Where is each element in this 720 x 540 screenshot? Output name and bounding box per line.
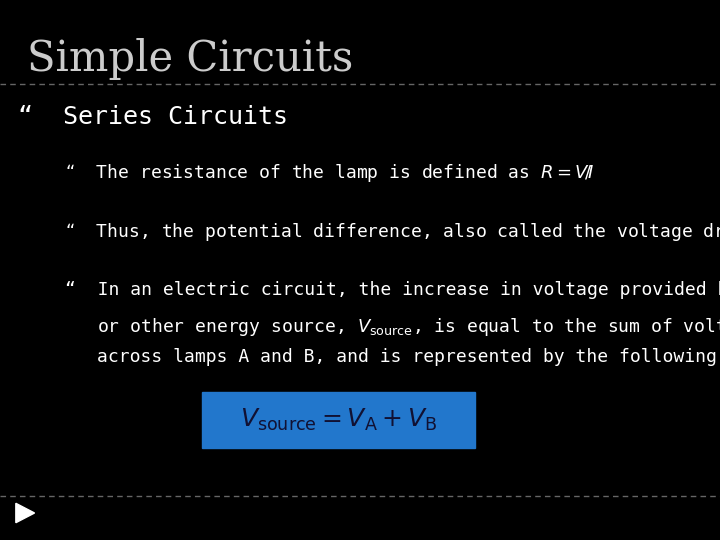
- Text: $V_\mathrm{source} = V_\mathrm{A} + V_\mathrm{B}$: $V_\mathrm{source} = V_\mathrm{A} + V_\m…: [240, 407, 437, 433]
- Text: “  In an electric circuit, the increase in voltage provided by the generator: “ In an electric circuit, the increase i…: [65, 281, 720, 299]
- Text: across lamps A and B, and is represented by the following equation:: across lamps A and B, and is represented…: [97, 348, 720, 366]
- Text: “  The resistance of the lamp is defined as $R = V\!/\!I$: “ The resistance of the lamp is defined …: [65, 162, 594, 184]
- Text: or other energy source, $V_\mathrm{source}$, is equal to the sum of voltage drop: or other energy source, $V_\mathrm{sourc…: [97, 316, 720, 338]
- Text: “  Series Circuits: “ Series Circuits: [18, 105, 288, 129]
- Polygon shape: [16, 503, 35, 523]
- Text: “  Thus, the potential difference, also called the voltage drop, is $V = IR$: “ Thus, the potential difference, also c…: [65, 221, 720, 244]
- FancyBboxPatch shape: [202, 392, 475, 448]
- Text: Simple Circuits: Simple Circuits: [27, 38, 354, 80]
